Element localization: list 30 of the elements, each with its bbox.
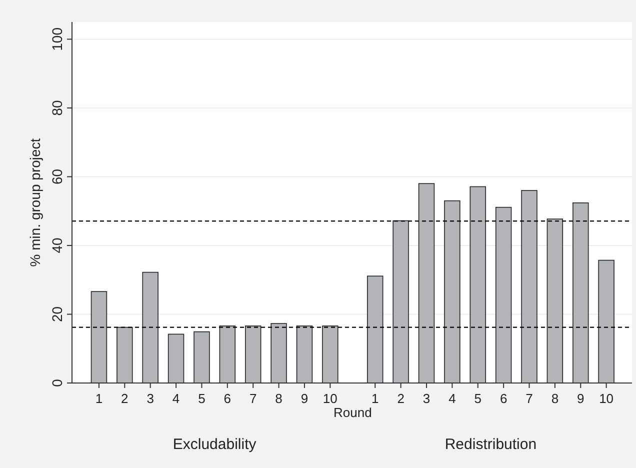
x-tick-label: 4 xyxy=(172,391,180,406)
y-tick-label: 20 xyxy=(49,306,65,322)
text: Excludability xyxy=(172,436,257,453)
x-tick-label: 6 xyxy=(224,391,232,406)
x-tick-label: 7 xyxy=(526,391,533,406)
x-tick-label: 4 xyxy=(448,391,456,406)
x-tick-label: 10 xyxy=(599,391,614,406)
x-tick-label: 9 xyxy=(300,391,308,406)
x-tick-label: 2 xyxy=(397,391,404,406)
y-tick-label: 80 xyxy=(49,100,65,116)
y-axis-title: % min. group project xyxy=(27,138,43,267)
text: Redistribution xyxy=(444,436,537,453)
x-tick-label: 9 xyxy=(577,391,584,406)
x-tick-label: 1 xyxy=(95,391,103,406)
x-tick-label: 8 xyxy=(551,391,559,406)
x-tick-label: 2 xyxy=(121,391,128,406)
x-tick-label: 3 xyxy=(146,391,154,406)
x-tick-label: 6 xyxy=(500,391,508,406)
x-axis-title: Round xyxy=(333,405,372,420)
x-tick-label: 7 xyxy=(249,391,257,406)
x-tick-label: 8 xyxy=(275,391,282,406)
x-tick-label: 3 xyxy=(422,391,430,406)
x-tick-label: 5 xyxy=(474,391,482,406)
y-tick-label: 60 xyxy=(49,168,65,185)
x-tick-label: 10 xyxy=(322,391,338,406)
x-tick-label: 5 xyxy=(198,391,206,406)
y-tick-label: 40 xyxy=(49,237,65,254)
y-tick-label: 100 xyxy=(49,27,65,51)
y-tick-label: 0 xyxy=(49,378,65,387)
x-tick-label: 1 xyxy=(372,391,379,406)
